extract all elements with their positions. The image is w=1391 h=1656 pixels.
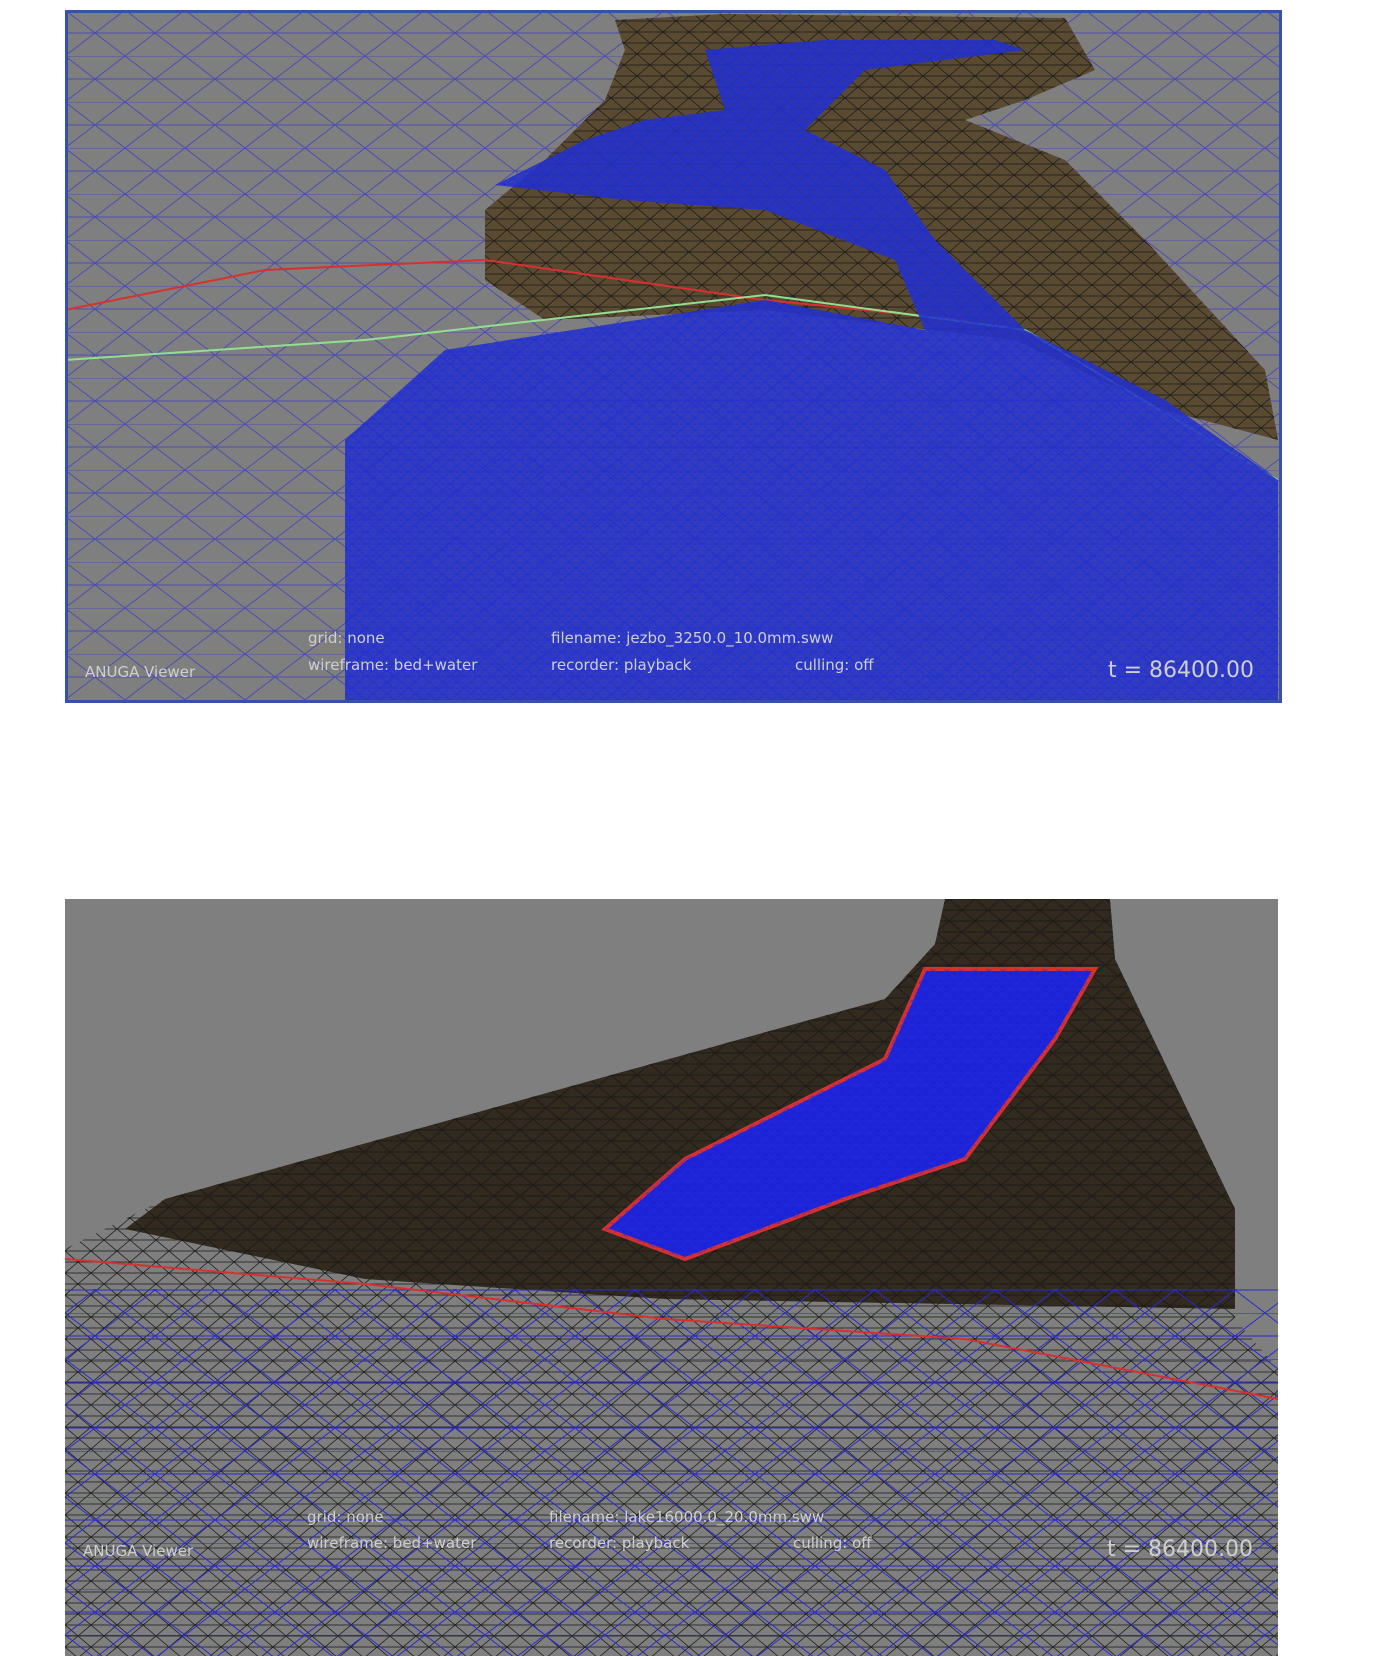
status-text: filename: jezbo_3250.0_10.0mm.sww <box>551 629 833 648</box>
time-display: t = 86400.00 <box>1107 1537 1253 1562</box>
viewer-screenshot: grid: none filename: jezbo_3250.0_10.0mm… <box>65 10 1282 703</box>
status-text: recorder: playback <box>551 656 692 674</box>
page: {"panels": [ {"grid": "grid: none", "fil… <box>0 0 1391 1656</box>
viewer-title: ANUGA Viewer <box>83 1542 194 1560</box>
status-text: filename: lake16000.0_20.0mm.sww <box>549 1508 824 1527</box>
water-mesh <box>65 1289 1278 1656</box>
status-text: grid: none <box>308 629 385 647</box>
status-text: wireframe: bed+water <box>308 656 478 674</box>
status-text: culling: off <box>793 1534 872 1552</box>
status-text: culling: off <box>795 656 874 674</box>
status-text: grid: none <box>307 1508 384 1526</box>
viewer-title: ANUGA Viewer <box>85 663 196 681</box>
status-text: recorder: playback <box>549 1534 690 1552</box>
viewer-screenshot: grid: none filename: lake16000.0_20.0mm.… <box>65 899 1278 1656</box>
time-display: t = 86400.00 <box>1108 658 1254 683</box>
status-text: wireframe: bed+water <box>307 1534 477 1552</box>
